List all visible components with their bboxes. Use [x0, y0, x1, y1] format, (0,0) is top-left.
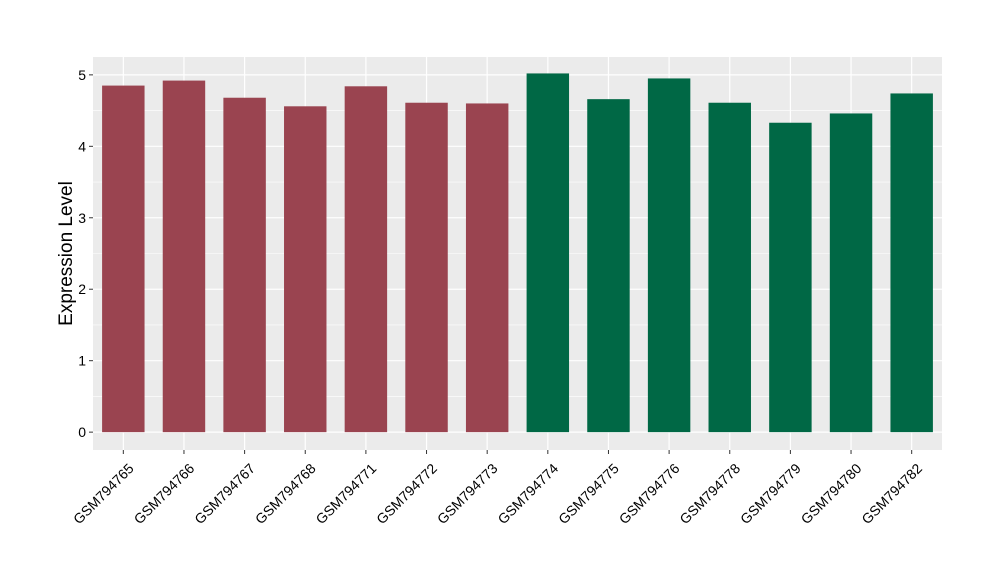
- x-tick-label: GSM794778: [676, 460, 743, 527]
- x-tick-label: GSM794773: [434, 460, 501, 527]
- bar-GSM794771: [344, 86, 388, 433]
- bar-GSM794768: [284, 106, 327, 433]
- x-tick-label: GSM794774: [494, 460, 561, 527]
- bar-GSM794778: [708, 102, 751, 433]
- x-tick-label: GSM794768: [252, 460, 319, 527]
- x-tick-label: GSM794782: [858, 460, 925, 527]
- bar-GSM794780: [829, 113, 873, 433]
- x-tick-label: GSM794772: [373, 460, 440, 527]
- x-axis: GSM794765GSM794766GSM794767GSM794768GSM7…: [70, 450, 925, 527]
- x-tick-label: GSM794767: [191, 460, 258, 527]
- bar-GSM794772: [405, 102, 448, 433]
- bar-GSM794773: [465, 103, 509, 433]
- y-tick-label: 5: [78, 67, 86, 83]
- bar-GSM794775: [587, 99, 630, 433]
- y-tick-label: 4: [78, 138, 86, 154]
- x-tick-label: GSM794765: [70, 460, 137, 527]
- y-axis: 0 1 2 3 4 5: [78, 67, 93, 440]
- x-tick-label: GSM794776: [616, 460, 683, 527]
- bar-GSM794765: [102, 85, 145, 433]
- y-tick-label: 2: [78, 281, 86, 297]
- bar-GSM794782: [890, 93, 933, 433]
- x-tick-label: GSM794779: [737, 460, 804, 527]
- bar-GSM794767: [223, 97, 266, 433]
- bars: [102, 73, 933, 433]
- y-tick-label: 3: [78, 210, 86, 226]
- bar-GSM794766: [162, 80, 206, 433]
- x-tick-label: GSM794771: [312, 460, 379, 527]
- bar-GSM794774: [526, 73, 570, 433]
- y-axis-title: Expression Level: [56, 181, 77, 326]
- x-tick-label: GSM794780: [798, 460, 865, 527]
- x-tick-label: GSM794766: [131, 460, 198, 527]
- y-tick-label: 1: [78, 353, 86, 369]
- x-tick-label: GSM794775: [555, 460, 622, 527]
- bar-GSM794779: [769, 122, 812, 433]
- bar-GSM794776: [647, 78, 691, 433]
- y-tick-label: 0: [78, 424, 86, 440]
